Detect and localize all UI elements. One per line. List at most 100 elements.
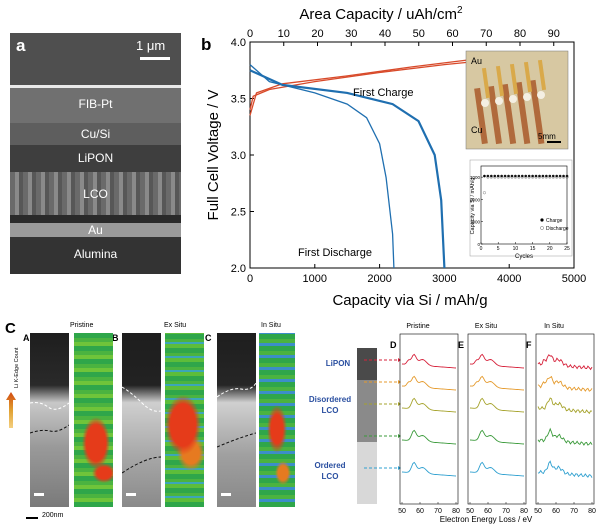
layer-label-au: Au [88,223,103,237]
inset-discharge-point [517,175,521,179]
spectrum-trace [469,353,525,369]
sem-lco-layer [10,172,181,215]
panel-b-letter: b [201,35,211,54]
inset-discharge-point [500,175,504,179]
inset-xtick-label: 15 [530,246,536,252]
inset-plot-frame [480,165,568,245]
spectrum-trace [469,375,525,391]
top-tick-label: 30 [345,28,357,40]
legend-charge-label: Charge [546,218,563,224]
bottom-tick-label: 3000 [432,273,456,285]
title-pristine-c: Pristine [70,322,94,329]
bottom-tick-label: 0 [247,273,253,285]
inset-cycle-plot: 0 5 10 15 20 25 0 1000 2000 3000 Capacity via Si … [469,159,573,260]
title-exsitu-e: Ex Situ [475,323,497,330]
spectrum-trace [401,461,457,477]
bottom-tick-label: 4000 [497,273,521,285]
left-tick-label: 4.0 [231,37,246,49]
layer-label-cusi: Cu/Si [80,127,111,141]
layer-label-lipon: LiPON [77,151,114,165]
top-tick-label: 10 [278,28,290,40]
inset-ytick-label: 2000 [470,197,481,202]
inset-discharge-point [489,175,493,179]
inset-points [482,174,569,195]
spectrum-frame-e [467,333,527,505]
sub-a-label: A [23,333,30,343]
panel-c-scale-label: 200nm [42,512,64,519]
li-map-exsitu [165,333,204,507]
layer-label-alumina: Alumina [73,247,118,261]
sem-cusi-layer [10,123,181,145]
inset-scale-bar [547,141,561,143]
spectrum-trace [537,460,593,478]
first-discharge-label: First Discharge [298,247,372,259]
scale-bar [140,57,170,60]
spectra-traces [401,353,593,478]
spectrum-trace [537,397,593,415]
label-e: E [458,340,464,350]
schematic-ordered [357,442,377,504]
top-tick-label: 20 [311,28,323,40]
tem-image-pristine [30,333,69,507]
inset-discharge-point [534,175,538,179]
spectrum-trace [537,427,593,446]
inset-discharge-point [503,175,507,179]
eels-xlabel: Electron Energy Loss / eV [440,515,533,524]
inset-discharge-point [531,175,535,179]
spectrum-trace [469,397,525,413]
label-ordered: Ordered LCO [314,461,345,481]
left-tick-label: 2.0 [231,263,246,275]
sem-dark-band [10,215,181,223]
panel-a-letter: a [16,36,26,55]
legend-charge-marker [540,218,544,222]
eels-spectra-panel: LiPON Disordered LCO Ordered LCO D E F Pri… [309,323,596,524]
left-tick-label: 3.5 [231,94,246,106]
inset-discharge-point [548,175,552,179]
bottom-tick-label: 2000 [367,273,391,285]
layer-label-lco: LCO [83,187,108,201]
bottom-axis-title: Capacity via Si / mAh/g [332,292,487,309]
top-tick-label: 60 [446,28,458,40]
spectrum-frame-f [535,333,595,505]
title-exsitu-c: Ex Situ [164,322,187,329]
schematic-arrowhead [398,358,401,362]
inset-ticks: 0 5 10 15 20 25 0 1000 2000 3000 [470,175,570,252]
top-tick-label: 40 [379,28,391,40]
spectrum-xtick-label: 70 [570,508,578,515]
spectrum-xtick-label: 80 [452,508,460,515]
inset-xtick-label: 20 [547,246,553,252]
schematic-disordered [357,380,377,442]
spectrum-trace [401,429,457,445]
charge-curve-0 [249,59,490,110]
label-lipon: LiPON [326,359,351,368]
inset-scale-label: 5mm [538,132,556,141]
left-axis-title: Full Cell Voltage / V [205,90,222,221]
title-insitu-f: In Situ [544,323,564,330]
inset-ylabel: Capacity via Si / mAh/g [470,178,476,235]
spectrum-frame-d [399,333,459,505]
spectrum-xtick-label: 60 [416,508,424,515]
spectrum-trace [401,353,457,369]
spectrum-xtick-label: 70 [502,508,510,515]
inset-au-label: Au [471,56,482,66]
schematic-arrowhead [398,434,401,438]
colorbar-arrow [6,392,16,428]
sem-cross-section-image: a 1 μm FIB-Pt Cu/Si LiPON LCO Au Alumina [10,33,181,274]
discharge-curve-3 [249,69,446,269]
schematic-lipon [357,348,377,380]
inset-discharge-point [558,175,562,179]
sub-c-label: C [205,333,212,343]
bottom-tick-label: 1000 [303,273,327,285]
schematic-arrowhead [398,380,401,384]
spectrum-trace [537,354,593,371]
panel-c-scale-bar [26,517,38,519]
top-tick-label: 0 [247,28,253,40]
inset-xtick-label: 10 [513,246,519,252]
inset-discharge-point [562,175,566,179]
spectrum-xtick-label: 50 [398,508,406,515]
tem-image-exsitu [122,333,161,507]
legend-discharge-label: Discharge [546,226,569,232]
scale-bar-label: 1 μm [136,38,166,53]
spectrum-xtick-label: 50 [534,508,542,515]
